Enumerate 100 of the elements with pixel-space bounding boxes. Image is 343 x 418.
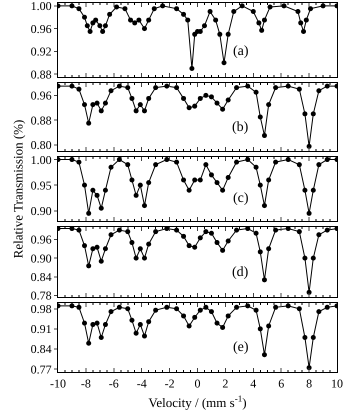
point: [245, 157, 250, 162]
point: [203, 229, 208, 234]
point: [174, 160, 180, 165]
point: [90, 322, 96, 328]
point: [125, 162, 130, 168]
point: [306, 210, 312, 216]
point: [273, 85, 278, 90]
point: [258, 249, 263, 254]
point: [302, 111, 308, 116]
point: [320, 3, 326, 8]
point: [98, 206, 104, 211]
point: [266, 324, 272, 328]
point: [152, 6, 157, 12]
point: [76, 160, 82, 165]
point: [88, 28, 93, 34]
point: [138, 246, 143, 252]
annotation: (c): [233, 191, 249, 206]
point: [301, 28, 306, 34]
point: [86, 120, 92, 126]
point: [98, 258, 104, 264]
point: [94, 244, 100, 250]
point: [94, 100, 100, 106]
point: [142, 334, 147, 339]
point: [102, 100, 108, 106]
x-tick-label: -6: [108, 376, 119, 390]
point: [198, 178, 203, 183]
point: [231, 9, 236, 14]
point: [256, 20, 262, 26]
point: [142, 26, 147, 32]
point: [286, 157, 291, 162]
point: [164, 84, 170, 89]
point: [273, 228, 278, 233]
point: [134, 192, 139, 198]
point: [108, 232, 114, 238]
point: [146, 18, 152, 23]
point: [203, 92, 208, 98]
y-axis-title: Relative Transmission (%): [10, 120, 26, 258]
point: [262, 18, 267, 23]
point: [198, 96, 203, 101]
point: [97, 23, 102, 28]
point: [324, 84, 330, 89]
point: [245, 303, 250, 308]
point: [316, 232, 322, 238]
point: [296, 306, 302, 312]
point: [146, 96, 152, 101]
point: [296, 229, 302, 234]
x-tick-label: 10: [331, 376, 343, 390]
point: [302, 256, 308, 261]
point: [262, 277, 267, 282]
point: [245, 227, 250, 232]
point: [90, 246, 96, 252]
point: [266, 246, 272, 252]
point: [254, 230, 259, 236]
point: [316, 88, 322, 94]
y-tick-label: 0.84: [30, 342, 52, 356]
point: [254, 164, 259, 170]
point: [296, 86, 302, 92]
point: [259, 28, 264, 33]
point: [262, 133, 267, 138]
point: [240, 3, 245, 8]
point: [213, 18, 218, 23]
point: [153, 162, 158, 168]
point: [220, 248, 226, 253]
point: [254, 308, 259, 313]
point: [214, 180, 220, 186]
point: [214, 240, 220, 246]
point: [108, 88, 114, 94]
point: [234, 304, 240, 310]
point: [86, 210, 92, 216]
point: [107, 12, 112, 17]
point: [90, 188, 96, 193]
point: [296, 162, 302, 168]
point: [164, 304, 170, 310]
point: [84, 23, 90, 28]
point: [198, 308, 203, 313]
x-tick-label: 0: [194, 376, 200, 390]
point: [146, 319, 152, 324]
point: [125, 229, 130, 234]
point: [181, 178, 186, 183]
y-tick-label: 0.98: [30, 302, 52, 316]
point: [203, 162, 208, 168]
annotation: (a): [233, 44, 249, 59]
point: [208, 172, 214, 178]
y-tick-label: 1.00: [30, 0, 52, 14]
point: [266, 178, 272, 183]
x-tick-label: 4: [250, 376, 256, 390]
point: [316, 309, 322, 314]
annotation: (b): [232, 120, 249, 135]
point: [160, 3, 166, 8]
point: [82, 243, 88, 248]
point: [208, 94, 214, 100]
point: [125, 85, 130, 90]
point: [192, 244, 198, 250]
point: [76, 228, 82, 233]
point: [102, 188, 108, 193]
x-tick-label: -4: [136, 376, 147, 390]
point: [273, 304, 278, 310]
point: [302, 188, 308, 193]
y-tick-label: 0.90: [30, 251, 52, 266]
point: [98, 335, 104, 340]
